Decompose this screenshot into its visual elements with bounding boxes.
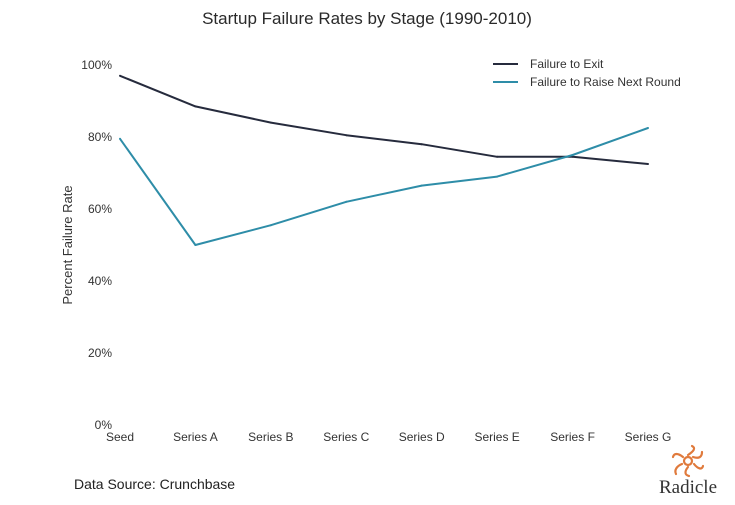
data-point — [496, 155, 499, 158]
y-tick-label: 40% — [88, 274, 112, 288]
line-chart: Startup Failure Rates by Stage (1990-201… — [60, 9, 681, 444]
legend-label: Failure to Raise Next Round — [530, 75, 681, 89]
y-tick-label: 100% — [81, 58, 112, 72]
data-point — [194, 105, 197, 108]
data-point — [194, 244, 197, 246]
data-point — [345, 200, 348, 203]
series-line-1 — [119, 74, 649, 165]
x-tick-label: Series A — [173, 430, 218, 444]
chart-series — [119, 74, 649, 246]
y-axis-ticks: 0% 20% 40% 60% 80% 100% — [81, 58, 112, 432]
y-tick-label: 60% — [88, 202, 112, 216]
data-point — [647, 163, 649, 165]
series-line-2 — [119, 127, 649, 246]
data-point — [119, 137, 121, 140]
brand-name: Radicle — [658, 477, 718, 498]
data-point — [269, 224, 272, 227]
chart-legend: Failure to Exit Failure to Raise Next Rou… — [493, 57, 681, 89]
data-point — [647, 127, 649, 129]
x-tick-label: Series E — [474, 430, 519, 444]
data-point — [269, 121, 272, 124]
data-point — [571, 154, 574, 156]
x-tick-label: Series G — [625, 430, 672, 444]
data-point — [420, 184, 423, 187]
data-point — [345, 134, 348, 137]
x-tick-label: Series C — [323, 430, 369, 444]
x-tick-label: Seed — [106, 430, 134, 444]
data-source-note: Data Source: Crunchbase — [74, 476, 236, 492]
radicle-logo-icon — [671, 444, 705, 478]
radicle-logo: Radicle — [648, 444, 728, 500]
x-tick-label: Series D — [399, 430, 445, 444]
data-point — [571, 155, 574, 158]
y-tick-label: 0% — [95, 418, 113, 432]
data-point — [119, 74, 121, 77]
chart-title: Startup Failure Rates by Stage (1990-201… — [202, 9, 532, 28]
data-point — [496, 175, 499, 178]
x-tick-label: Series F — [550, 430, 595, 444]
x-axis-ticks: Seed Series A Series B Series C Series D Seri… — [106, 430, 671, 444]
data-point — [420, 143, 423, 146]
y-tick-label: 80% — [88, 130, 112, 144]
y-axis-label: Percent Failure Rate — [60, 185, 75, 304]
y-tick-label: 20% — [88, 346, 112, 360]
x-tick-label: Series B — [248, 430, 293, 444]
legend-label: Failure to Exit — [530, 57, 604, 71]
